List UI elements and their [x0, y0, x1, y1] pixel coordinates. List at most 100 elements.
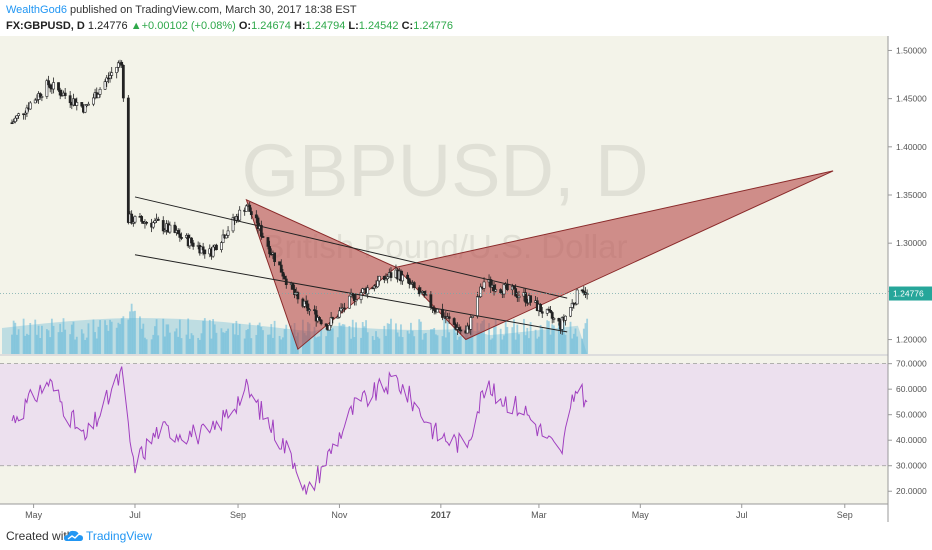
rsi-panel: 70.0000 60.0000 50.0000 40.0000 30.0000 20.00… — [0, 359, 927, 496]
candle-body — [549, 310, 552, 313]
volume-bar — [539, 325, 542, 354]
volume-bar — [388, 323, 391, 354]
price-tick-label: 1.50000 — [896, 45, 927, 55]
volume-bar — [237, 335, 239, 354]
candle-body — [238, 209, 242, 221]
volume-bar — [119, 324, 121, 354]
volume-bar — [559, 334, 562, 354]
volume-bar — [411, 330, 414, 354]
volume-bar — [341, 324, 344, 354]
volume-bar — [524, 335, 527, 354]
candle-body — [329, 317, 333, 326]
channel-top-line[interactable] — [134, 196, 568, 299]
volume-bar — [188, 338, 191, 354]
candle-body — [273, 252, 277, 263]
volume-bar — [87, 323, 90, 354]
volume-bar — [84, 339, 87, 354]
candle-body — [92, 97, 95, 105]
volume-bar — [213, 324, 216, 354]
volume-bar — [351, 319, 354, 354]
volume-bar — [336, 337, 339, 354]
volume-bar — [164, 336, 166, 354]
xabcd-pattern-1[interactable] — [245, 198, 397, 351]
tradingview-brand[interactable]: TradingView — [86, 529, 153, 543]
symbol-label: FX:GBPUSD, D — [6, 20, 85, 32]
volume-bar — [59, 323, 62, 354]
volume-bar — [210, 338, 213, 354]
candle-body — [505, 283, 509, 291]
volume-bar — [571, 338, 574, 354]
volume-bar — [313, 326, 316, 354]
volume-bar — [536, 338, 539, 354]
volume-bar — [107, 330, 110, 354]
price-axis[interactable]: 1.500001.450001.400001.350001.300001.250… — [0, 45, 932, 345]
candle-body — [517, 295, 521, 298]
candle-body — [489, 279, 493, 288]
volume-bar — [529, 322, 532, 354]
volume-bar — [419, 321, 422, 354]
time-tick-label: Mar — [531, 510, 547, 520]
candle-body — [436, 308, 439, 313]
volume-bar — [408, 333, 411, 354]
volume-bar — [569, 321, 572, 354]
volume-bar — [64, 329, 67, 354]
volume-bar — [50, 318, 53, 354]
candle-body — [15, 115, 19, 119]
candle-body — [401, 274, 405, 282]
volume-bar — [255, 334, 258, 354]
volume-bar — [395, 323, 397, 354]
candle-body — [296, 292, 300, 300]
volume-bar — [37, 325, 40, 354]
volume-bar — [12, 320, 15, 354]
volume-bar — [541, 327, 544, 354]
candle-body — [313, 309, 316, 311]
candle-body — [156, 218, 160, 221]
volume-bar — [328, 326, 331, 354]
candle-body — [68, 95, 72, 104]
close-value: 1.24776 — [413, 20, 453, 32]
candle-body — [459, 329, 463, 332]
volume-bar — [187, 318, 190, 354]
time-axis[interactable]: May Jul Sep Nov 2017 Mar May Jul Sep — [25, 504, 853, 520]
candle-body — [354, 299, 358, 302]
candle-body — [254, 214, 258, 219]
candle-body — [512, 285, 516, 289]
rsi-tick-label: 30.0000 — [896, 461, 927, 471]
candle-body — [492, 284, 496, 292]
volume-bar — [132, 311, 135, 354]
volume-bar — [491, 338, 494, 354]
candle-body — [479, 286, 483, 297]
volume-bar — [431, 329, 434, 354]
volume-bar — [97, 326, 100, 354]
volume-bar — [557, 322, 560, 354]
volume-bar — [363, 326, 366, 354]
volume-bar — [466, 326, 469, 354]
volume-bar — [538, 336, 540, 354]
candle-body — [319, 319, 323, 325]
candle-body — [52, 82, 55, 90]
published-text: published on TradingView.com, March 30, … — [70, 4, 357, 16]
candle-body — [75, 102, 79, 106]
watermark-symbol: GBPUSD, D — [241, 129, 648, 212]
volume-bar — [278, 335, 281, 354]
candle-body — [338, 310, 341, 318]
candle-body — [126, 97, 130, 223]
candle-body — [585, 293, 589, 295]
volume-bar — [285, 324, 288, 354]
candle-body — [57, 82, 60, 91]
author-link[interactable]: WealthGod6 — [6, 4, 67, 16]
time-tick-label: Sep — [837, 510, 853, 520]
candle-body — [377, 275, 381, 282]
volume-bar — [157, 335, 160, 354]
candle-body — [552, 318, 556, 320]
tradingview-cloud-icon — [64, 530, 83, 541]
volume-bar — [27, 334, 30, 354]
volume-bar — [14, 322, 17, 354]
volume-bar — [180, 338, 183, 354]
volume-bar — [24, 335, 27, 354]
candle-body — [248, 204, 252, 212]
created-with-text: Created with — [6, 529, 74, 543]
volume-bar — [60, 332, 63, 354]
volume-bar — [292, 332, 294, 354]
